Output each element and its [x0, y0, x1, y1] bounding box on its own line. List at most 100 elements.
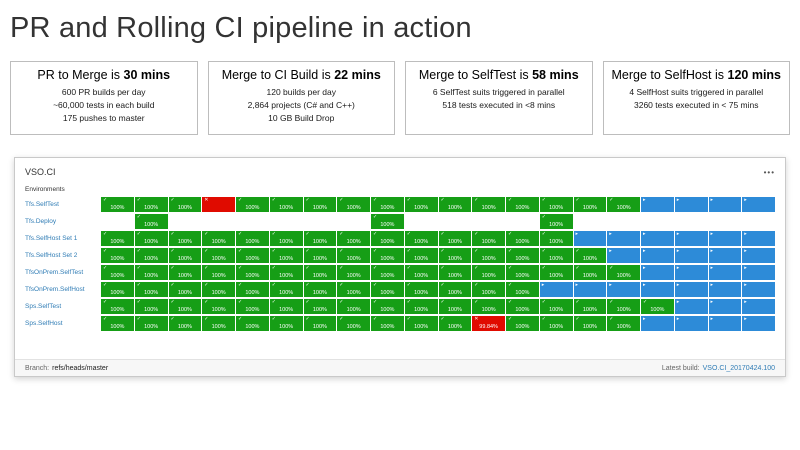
build-cell-pass[interactable]: ✓ 100%	[168, 299, 202, 314]
build-cell-pass[interactable]: ✓ 100%	[101, 299, 134, 314]
build-cell-run[interactable]: ▸	[708, 316, 742, 331]
build-cell-pass[interactable]: ✓ 100%	[269, 248, 303, 263]
environment-label[interactable]: Tfs.SelfTest	[25, 201, 59, 208]
build-cell-pass[interactable]: ✓ 100%	[539, 265, 573, 280]
build-cell-run[interactable]: ▸	[742, 231, 775, 246]
environment-label[interactable]: Tfs.SelfHost Set 2	[25, 252, 78, 259]
build-cell-pass[interactable]: ✓ 100%	[607, 299, 640, 314]
build-cell-pass[interactable]: ✓ 100%	[404, 197, 438, 212]
build-cell-pass[interactable]: ✓ 100%	[472, 248, 505, 263]
build-cell-run[interactable]: ▸	[674, 231, 708, 246]
build-cell-pass[interactable]: ✓ 100%	[506, 231, 539, 246]
build-cell-run[interactable]: ▸	[708, 299, 742, 314]
build-cell-pass[interactable]: ✓ 100%	[303, 299, 337, 314]
build-cell-run[interactable]: ▸	[742, 316, 775, 331]
build-cell-pass[interactable]: ✓ 100%	[168, 248, 202, 263]
build-cell-pass[interactable]: ✓ 100%	[472, 282, 505, 297]
build-cell-pass[interactable]: ✓ 100%	[337, 316, 370, 331]
build-cell-pass[interactable]: ✓ 100%	[168, 197, 202, 212]
build-cell-pass[interactable]: ✓ 100%	[506, 316, 539, 331]
build-cell-pass[interactable]: ✓ 100%	[438, 299, 472, 314]
build-cell-pass[interactable]: ✓ 100%	[202, 231, 235, 246]
environment-label[interactable]: Sps.SelfTest	[25, 303, 62, 310]
environment-label[interactable]: TfsOnPrem.SelfHost	[25, 286, 85, 293]
build-cell-pass[interactable]: ✓ 100%	[371, 231, 404, 246]
build-cell-pass[interactable]: ✓ 100%	[371, 265, 404, 280]
build-cell-pass[interactable]: ✓ 100%	[438, 282, 472, 297]
build-cell-pass[interactable]: ✓ 100%	[134, 197, 168, 212]
build-cell-pass[interactable]: ✓ 100%	[134, 316, 168, 331]
build-cell-run[interactable]: ▸	[708, 282, 742, 297]
build-cell-pass[interactable]: ✓ 100%	[168, 282, 202, 297]
build-cell-pass[interactable]: ✓ 100%	[573, 316, 607, 331]
build-cell-run[interactable]: ▸	[641, 316, 674, 331]
build-cell-run[interactable]: ▸	[641, 265, 674, 280]
environment-label[interactable]: Tfs.Deploy	[25, 218, 57, 225]
build-cell-pass[interactable]: ✓ 100%	[168, 231, 202, 246]
build-cell-pass[interactable]: ✓ 100%	[607, 197, 640, 212]
build-cell-pass[interactable]: ✓ 100%	[404, 265, 438, 280]
build-cell-pass[interactable]: ✓ 100%	[303, 248, 337, 263]
build-cell-fail[interactable]: ✕	[202, 197, 235, 212]
build-cell-pass[interactable]: ✓ 100%	[404, 231, 438, 246]
build-cell-pass[interactable]: ✓ 100%	[168, 265, 202, 280]
build-cell-run[interactable]: ▸	[573, 231, 607, 246]
build-cell-pass[interactable]: ✓ 100%	[404, 248, 438, 263]
build-cell-run[interactable]: ▸	[539, 282, 573, 297]
build-cell-pass[interactable]: ✓ 100%	[472, 299, 505, 314]
latest-build-link[interactable]: VSO.CI_20170424.100	[702, 364, 775, 372]
build-cell-pass[interactable]: ✓ 100%	[539, 197, 573, 212]
build-cell-pass[interactable]: ✓ 100%	[168, 316, 202, 331]
build-cell-pass[interactable]: ✓ 100%	[236, 282, 269, 297]
build-cell-pass[interactable]: ✓ 100%	[371, 248, 404, 263]
build-cell-run[interactable]: ▸	[607, 248, 640, 263]
build-cell-pass[interactable]: ✓ 100%	[236, 231, 269, 246]
build-cell-pass[interactable]: ✓ 100%	[202, 248, 235, 263]
build-cell-pass[interactable]: ✓ 100%	[371, 197, 404, 212]
build-cell-pass[interactable]: ✓ 100%	[269, 231, 303, 246]
build-cell-pass[interactable]: ✓ 100%	[337, 248, 370, 263]
build-cell-pass[interactable]: ✓ 100%	[404, 282, 438, 297]
build-cell-pass[interactable]: ✓ 100%	[472, 197, 505, 212]
build-cell-pass[interactable]: ✓ 100%	[573, 265, 607, 280]
build-cell-pass[interactable]: ✓ 100%	[269, 265, 303, 280]
build-cell-pass[interactable]: ✓ 100%	[539, 214, 573, 229]
build-cell-pass[interactable]: ✓ 100%	[607, 316, 640, 331]
build-cell-pass[interactable]: ✓ 100%	[236, 248, 269, 263]
environment-label[interactable]: TfsOnPrem.SelfTest	[25, 269, 84, 276]
build-cell-pass[interactable]: ✓ 100%	[438, 197, 472, 212]
build-cell-run[interactable]: ▸	[674, 197, 708, 212]
build-cell-pass[interactable]: ✓ 100%	[101, 248, 134, 263]
build-cell-run[interactable]: ▸	[742, 299, 775, 314]
build-cell-pass[interactable]: ✓ 100%	[607, 265, 640, 280]
build-cell-pass[interactable]: ✓ 100%	[371, 214, 404, 229]
build-cell-run[interactable]: ▸	[674, 316, 708, 331]
build-cell-pass[interactable]: ✓ 100%	[506, 197, 539, 212]
build-cell-pass[interactable]: ✓ 100%	[472, 265, 505, 280]
build-cell-pass[interactable]: ✓ 100%	[303, 265, 337, 280]
build-cell-pass[interactable]: ✓ 100%	[134, 248, 168, 263]
build-cell-pass[interactable]: ✓ 100%	[337, 231, 370, 246]
build-cell-pass[interactable]: ✓ 100%	[404, 316, 438, 331]
build-cell-pass[interactable]: ✓ 100%	[101, 265, 134, 280]
build-cell-pass[interactable]: ✓ 100%	[202, 299, 235, 314]
build-cell-pass[interactable]: ✓ 100%	[303, 282, 337, 297]
build-cell-pass[interactable]: ✓ 100%	[371, 282, 404, 297]
build-cell-run[interactable]: ▸	[641, 248, 674, 263]
build-cell-pass[interactable]: ✓ 100%	[438, 265, 472, 280]
build-cell-run[interactable]: ▸	[674, 282, 708, 297]
build-cell-fail[interactable]: ✕ 99.84%	[472, 316, 505, 331]
build-cell-run[interactable]: ▸	[674, 248, 708, 263]
build-cell-pass[interactable]: ✓ 100%	[101, 197, 134, 212]
build-cell-run[interactable]: ▸	[708, 248, 742, 263]
build-cell-run[interactable]: ▸	[641, 282, 674, 297]
build-cell-pass[interactable]: ✓ 100%	[506, 248, 539, 263]
build-cell-run[interactable]: ▸	[708, 265, 742, 280]
build-cell-run[interactable]: ▸	[607, 231, 640, 246]
build-cell-pass[interactable]: ✓ 100%	[337, 282, 370, 297]
build-cell-run[interactable]: ▸	[607, 282, 640, 297]
build-cell-run[interactable]: ▸	[641, 197, 674, 212]
build-cell-pass[interactable]: ✓ 100%	[539, 248, 573, 263]
build-cell-pass[interactable]: ✓ 100%	[573, 248, 607, 263]
build-cell-pass[interactable]: ✓ 100%	[236, 265, 269, 280]
